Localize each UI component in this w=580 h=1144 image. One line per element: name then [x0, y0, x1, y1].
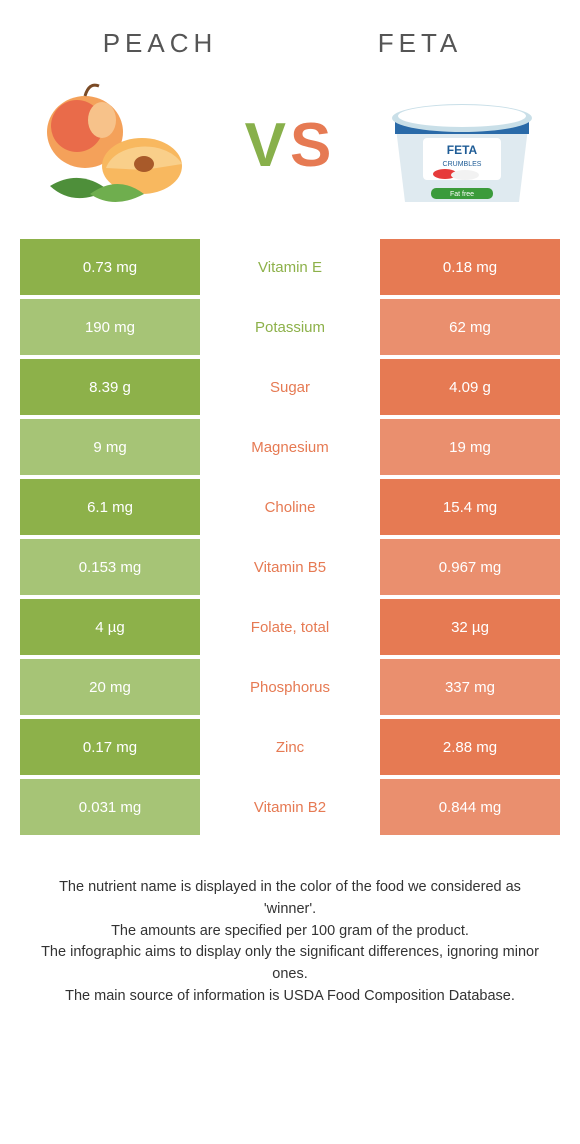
table-row: 8.39 gSugar4.09 g: [20, 359, 560, 415]
nutrient-name: Vitamin E: [200, 239, 380, 295]
images-row: VS FETA CRUMBLES Fat free: [0, 63, 580, 239]
food-b-value: 0.18 mg: [380, 239, 560, 295]
footer-line: The infographic aims to display only the…: [40, 942, 540, 986]
table-row: 4 µgFolate, total32 µg: [20, 599, 560, 655]
food-a-value: 8.39 g: [20, 359, 200, 415]
nutrient-table: 0.73 mgVitamin E0.18 mg190 mgPotassium62…: [20, 239, 560, 835]
table-row: 190 mgPotassium62 mg: [20, 299, 560, 355]
vs-label: VS: [245, 115, 336, 177]
table-row: 0.153 mgVitamin B50.967 mg: [20, 539, 560, 595]
table-row: 9 mgMagnesium19 mg: [20, 419, 560, 475]
food-a-value: 4 µg: [20, 599, 200, 655]
svg-text:CRUMBLES: CRUMBLES: [443, 161, 482, 168]
footer-line: The main source of information is USDA F…: [40, 986, 540, 1008]
vs-s: S: [290, 111, 335, 180]
table-row: 0.031 mgVitamin B20.844 mg: [20, 779, 560, 835]
svg-text:FETA: FETA: [447, 143, 478, 157]
nutrient-name: Zinc: [200, 719, 380, 775]
nutrient-name: Potassium: [200, 299, 380, 355]
table-row: 0.73 mgVitamin E0.18 mg: [20, 239, 560, 295]
food-a-value: 0.031 mg: [20, 779, 200, 835]
table-row: 20 mgPhosphorus337 mg: [20, 659, 560, 715]
nutrient-name: Choline: [200, 479, 380, 535]
food-a-value: 0.153 mg: [20, 539, 200, 595]
food-b-value: 4.09 g: [380, 359, 560, 415]
food-a-value: 6.1 mg: [20, 479, 200, 535]
vs-v: V: [245, 111, 290, 180]
nutrient-name: Vitamin B5: [200, 539, 380, 595]
nutrient-name: Sugar: [200, 359, 380, 415]
food-a-value: 20 mg: [20, 659, 200, 715]
food-a-value: 0.17 mg: [20, 719, 200, 775]
table-row: 0.17 mgZinc2.88 mg: [20, 719, 560, 775]
food-b-value: 19 mg: [380, 419, 560, 475]
food-a-image: [30, 71, 206, 221]
nutrient-name: Magnesium: [200, 419, 380, 475]
food-b-value: 0.844 mg: [380, 779, 560, 835]
svg-text:Fat free: Fat free: [450, 191, 474, 198]
food-a-value: 190 mg: [20, 299, 200, 355]
food-b-value: 62 mg: [380, 299, 560, 355]
footer-line: The nutrient name is displayed in the co…: [40, 877, 540, 921]
food-b-value: 337 mg: [380, 659, 560, 715]
table-row: 6.1 mgCholine15.4 mg: [20, 479, 560, 535]
food-a-value: 9 mg: [20, 419, 200, 475]
nutrient-name: Folate, total: [200, 599, 380, 655]
food-b-image: FETA CRUMBLES Fat free: [374, 71, 550, 221]
food-b-title: FETA: [290, 28, 550, 59]
footer-line: The amounts are specified per 100 gram o…: [40, 921, 540, 943]
food-b-value: 2.88 mg: [380, 719, 560, 775]
nutrient-name: Vitamin B2: [200, 779, 380, 835]
food-b-value: 15.4 mg: [380, 479, 560, 535]
food-b-value: 32 µg: [380, 599, 560, 655]
footer-notes: The nutrient name is displayed in the co…: [0, 839, 580, 1008]
food-a-value: 0.73 mg: [20, 239, 200, 295]
food-a-title: PEACH: [30, 28, 290, 59]
header: PEACH FETA: [0, 0, 580, 63]
food-b-value: 0.967 mg: [380, 539, 560, 595]
nutrient-name: Phosphorus: [200, 659, 380, 715]
